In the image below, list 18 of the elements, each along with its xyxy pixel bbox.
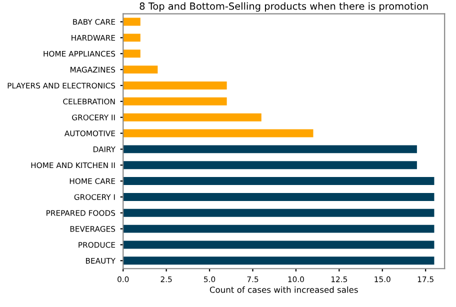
bar — [123, 145, 417, 154]
bar — [123, 66, 158, 74]
bar — [123, 177, 434, 186]
bar — [123, 18, 140, 26]
bar — [123, 256, 434, 265]
chart-title: 8 Top and Bottom-Selling products when there is promotion — [140, 2, 428, 12]
bar — [123, 113, 262, 122]
x-axis-title: Count of cases with increased sales — [210, 286, 358, 293]
bar — [123, 129, 314, 138]
bar — [123, 50, 140, 58]
bar — [123, 240, 434, 249]
bar — [123, 82, 227, 90]
bar — [123, 34, 140, 42]
bar — [123, 161, 417, 170]
bar — [123, 208, 434, 217]
bar — [123, 192, 434, 201]
bar — [123, 97, 227, 106]
bar — [123, 224, 434, 233]
